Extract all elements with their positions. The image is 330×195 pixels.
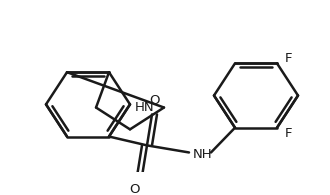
Text: O: O: [129, 183, 139, 195]
Text: NH: NH: [193, 148, 213, 161]
Text: HN: HN: [134, 101, 154, 114]
Text: F: F: [285, 127, 292, 139]
Text: O: O: [149, 94, 159, 107]
Text: F: F: [285, 51, 292, 65]
